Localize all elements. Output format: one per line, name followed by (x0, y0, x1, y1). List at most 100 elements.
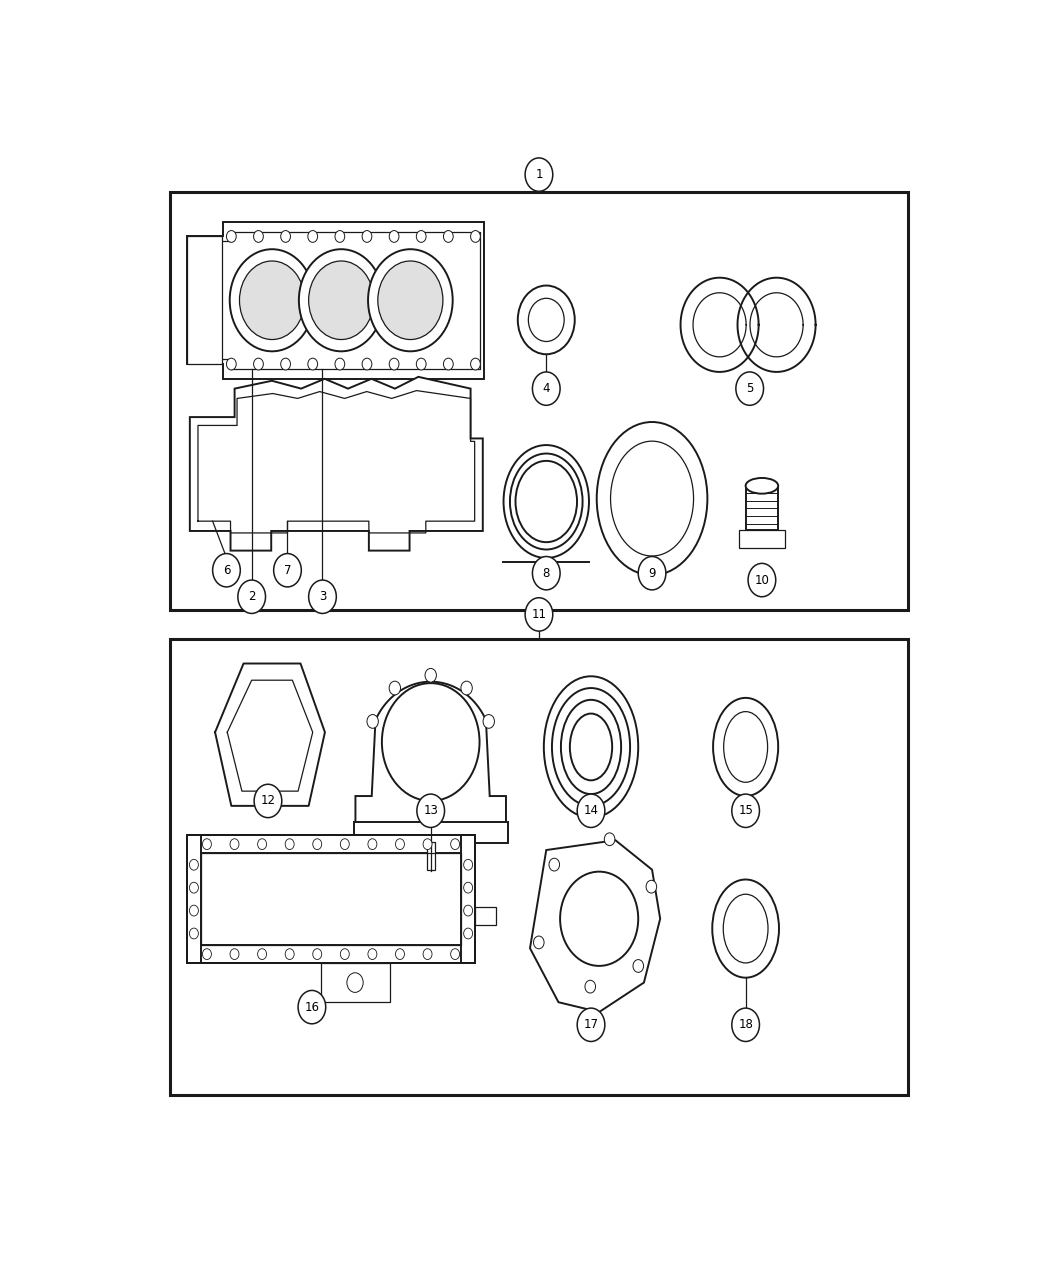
Text: 1: 1 (536, 168, 543, 181)
Circle shape (189, 905, 198, 915)
Circle shape (464, 859, 473, 870)
Circle shape (362, 358, 372, 370)
Text: 17: 17 (584, 1019, 598, 1031)
Circle shape (189, 928, 198, 938)
Circle shape (633, 960, 644, 973)
Circle shape (638, 556, 666, 590)
Ellipse shape (552, 688, 630, 806)
Text: 12: 12 (260, 794, 275, 807)
Ellipse shape (723, 711, 768, 783)
Ellipse shape (504, 445, 589, 558)
Text: 18: 18 (738, 1019, 753, 1031)
Circle shape (585, 980, 595, 993)
Text: 7: 7 (284, 564, 291, 576)
Circle shape (227, 358, 236, 370)
Circle shape (257, 949, 267, 960)
Circle shape (313, 949, 321, 960)
Circle shape (189, 882, 198, 892)
Ellipse shape (516, 460, 578, 542)
Circle shape (578, 1009, 605, 1042)
Circle shape (230, 249, 314, 352)
Circle shape (280, 231, 291, 242)
Circle shape (230, 949, 239, 960)
Circle shape (390, 358, 399, 370)
Circle shape (464, 905, 473, 915)
Circle shape (254, 231, 264, 242)
Circle shape (525, 158, 552, 191)
Circle shape (227, 231, 236, 242)
Circle shape (443, 231, 454, 242)
Circle shape (461, 681, 472, 695)
Circle shape (390, 681, 400, 695)
Bar (426, 843, 435, 870)
Polygon shape (356, 682, 506, 825)
Text: 3: 3 (319, 590, 327, 603)
Text: 11: 11 (531, 608, 546, 621)
Circle shape (340, 839, 350, 849)
Bar (187, 236, 222, 365)
Circle shape (299, 249, 383, 352)
Circle shape (340, 949, 350, 960)
Circle shape (464, 882, 473, 892)
Bar (461, 835, 476, 963)
Circle shape (470, 231, 480, 242)
Circle shape (396, 949, 404, 960)
Circle shape (238, 580, 266, 613)
Circle shape (528, 298, 564, 342)
Circle shape (423, 949, 432, 960)
Text: 15: 15 (738, 805, 753, 817)
Ellipse shape (713, 697, 778, 796)
FancyBboxPatch shape (746, 486, 778, 530)
Circle shape (366, 714, 378, 728)
Ellipse shape (610, 441, 694, 556)
Circle shape (203, 839, 211, 849)
Ellipse shape (510, 454, 583, 550)
Circle shape (286, 839, 294, 849)
Circle shape (560, 872, 638, 966)
Bar (187, 835, 202, 963)
Bar (170, 639, 907, 1095)
Circle shape (369, 249, 453, 352)
Circle shape (335, 231, 344, 242)
Circle shape (257, 839, 267, 849)
Polygon shape (187, 222, 484, 379)
Circle shape (549, 858, 560, 871)
Circle shape (309, 580, 336, 613)
Bar (170, 193, 907, 609)
Circle shape (346, 973, 363, 992)
FancyBboxPatch shape (739, 530, 784, 548)
Circle shape (748, 564, 776, 597)
Circle shape (578, 794, 605, 827)
Circle shape (533, 936, 544, 949)
Circle shape (203, 949, 211, 960)
Circle shape (736, 372, 763, 405)
Bar (476, 907, 496, 924)
Circle shape (368, 839, 377, 849)
Ellipse shape (596, 422, 708, 575)
Bar (187, 945, 476, 963)
Ellipse shape (561, 700, 622, 794)
Ellipse shape (544, 676, 638, 817)
Circle shape (368, 949, 377, 960)
Circle shape (732, 1009, 759, 1042)
Text: 16: 16 (304, 1001, 319, 1014)
Text: 4: 4 (543, 382, 550, 395)
Circle shape (532, 556, 560, 590)
Circle shape (532, 372, 560, 405)
Ellipse shape (723, 894, 768, 963)
Ellipse shape (570, 714, 612, 780)
Circle shape (313, 839, 321, 849)
Circle shape (646, 880, 656, 892)
Ellipse shape (712, 880, 779, 978)
Circle shape (518, 286, 574, 354)
Circle shape (308, 231, 317, 242)
Circle shape (212, 553, 240, 586)
Circle shape (309, 261, 374, 339)
Text: 6: 6 (223, 564, 230, 576)
Circle shape (230, 839, 239, 849)
Circle shape (254, 784, 281, 817)
Circle shape (417, 358, 426, 370)
Text: 9: 9 (648, 566, 656, 580)
Text: 13: 13 (423, 805, 438, 817)
Circle shape (286, 949, 294, 960)
